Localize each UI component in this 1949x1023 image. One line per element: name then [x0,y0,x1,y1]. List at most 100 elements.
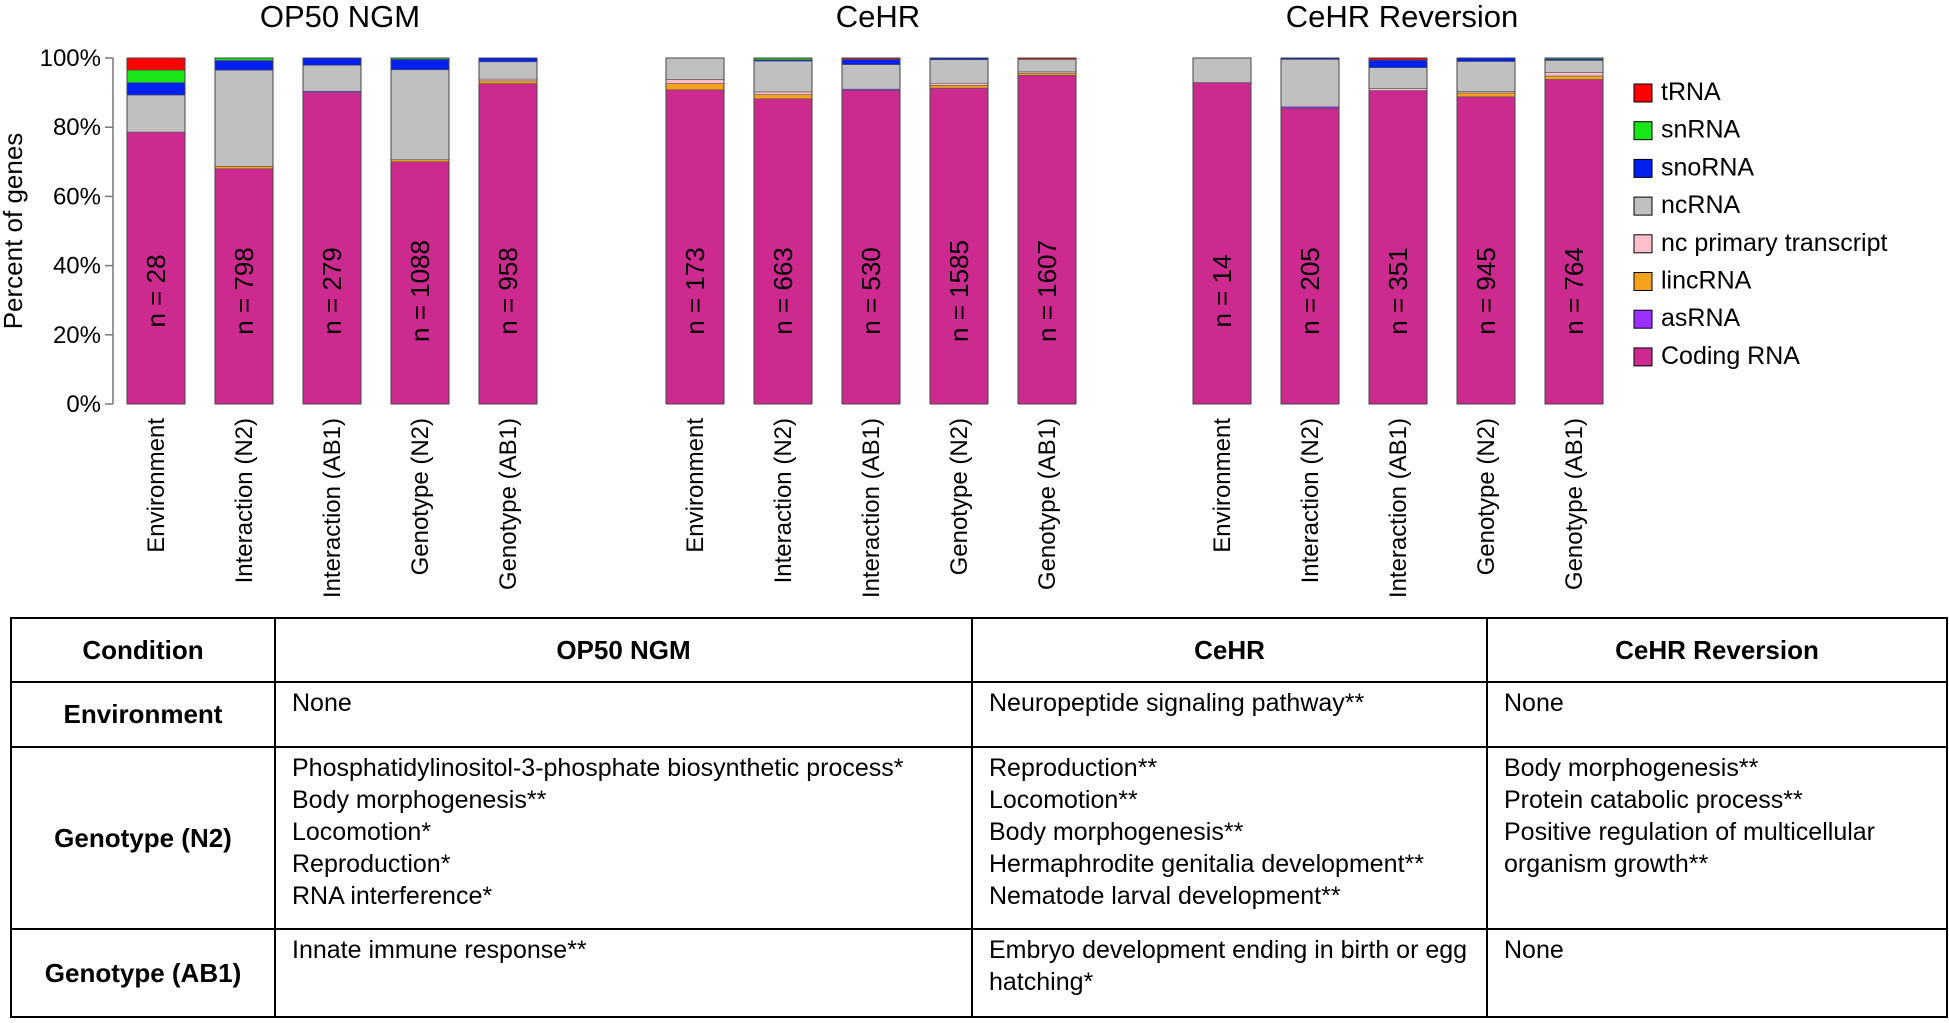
y-tick-label: 80% [53,114,101,141]
bar-interaction-n2: n = 663 Interaction (N2) [753,57,813,583]
legend-swatch [1633,309,1653,329]
x-tick-label: Interaction (N2) [770,418,797,583]
bar-environment: n = 14 Environment [1192,57,1252,553]
y-tick-label: 20% [53,322,101,349]
legend-label: asRNA [1661,304,1741,332]
go-term: Neuropeptide signaling pathway** [989,689,1365,717]
bar-outline [126,57,186,405]
bar-segment-ncrna [302,64,362,92]
bar-outline [929,57,989,405]
table-row: Environment None Neuropeptide signaling pa… [10,680,1948,749]
legend-item-nc-primary-transcript: nc primary transcript [1633,229,1887,257]
legend-swatch [1633,234,1653,254]
row-condition-label: Genotype (AB1) [10,928,276,1018]
enrichment-table: Condition OP50 NGM CeHR CeHR Reversion E… [10,617,1948,1018]
go-term: Body morphogenesis** [292,786,547,815]
header-cehr: CeHR [971,617,1488,683]
bar-environment: n = 28 Environment [126,57,186,553]
bar-segment-coding-rna [1192,82,1252,405]
go-term: Hermaphrodite genitalia development** [989,850,1424,879]
bar-interaction-ab1: n = 351 Interaction (AB1) [1368,57,1428,598]
bar-genotype-n2: n = 1585 Genotype (N2) [929,57,989,575]
bar-outline [1192,57,1252,405]
cell-op50: Phosphatidylinositol-3-phosphate biosynt… [274,746,973,931]
bar-segment-trna [126,57,186,71]
bar-outline [1017,57,1077,405]
bar-segment-nc-primary-transcript [665,79,725,84]
bar-segment-snorna [390,59,450,71]
y-tick-label: 40% [53,253,101,280]
go-term: RNA interference* [292,882,493,911]
bar-segment-lincrna [1456,92,1516,98]
bar-segment-snorna [1368,59,1428,68]
bar-segment-lincrna [753,94,813,100]
n-count-label: n = 173 [680,247,710,334]
panel-title: CeHR Reversion [1286,0,1519,34]
bar-segment-snorna [302,57,362,66]
legend: tRNA snRNA snoRNA ncRNA nc primary transcrip… [1633,78,1887,370]
legend-label: Coding RNA [1661,342,1800,370]
bar-segment-nc-primary-transcript [1368,88,1428,91]
bar-genotype-ab1: n = 958 Genotype (AB1) [478,57,538,590]
go-term: Reproduction** [989,754,1158,783]
x-tick-label: Interaction (AB1) [858,418,885,598]
bar-segment-ncrna [478,61,538,80]
go-term: None [292,689,352,717]
bar-segment-ncrna [1192,57,1252,83]
cell-op50: None [274,680,973,749]
legend-swatch [1633,196,1653,216]
n-count-label: n = 663 [768,247,798,334]
bar-outline [1544,57,1604,405]
bar-segment-coding-rna [478,83,538,405]
bar-segment-ncrna [841,64,901,90]
x-tick-label: Environment [1209,418,1236,553]
row-condition-label: Environment [10,680,276,749]
go-term: Protein catabolic process** [1504,786,1803,815]
bar-segment-coding-rna [214,168,274,405]
legend-item-coding-rna: Coding RNA [1633,342,1800,370]
go-term: None [1504,689,1564,717]
bar-outline [841,57,901,405]
cell-reversion: None [1486,680,1948,749]
n-count-label: n = 958 [493,247,523,334]
bar-outline [1280,57,1340,405]
n-count-label: n = 945 [1471,247,1501,334]
bar-segment-ncrna [665,57,725,80]
bar-interaction-ab1: n = 530 Interaction (AB1) [841,57,901,598]
row-condition-label: Genotype (N2) [10,746,276,931]
n-count-label: n = 530 [856,247,886,334]
cell-reversion: None [1486,928,1948,1018]
n-count-label: n = 798 [229,247,259,334]
bar-segment-lincrna [390,159,450,163]
go-term: Locomotion* [292,818,431,847]
go-term: Embryo development ending in birth or eg… [989,936,1468,997]
bar-outline [1368,57,1428,405]
bar-segment-coding-rna [1544,79,1604,405]
x-tick-label: Environment [682,418,709,553]
cell-op50: Innate immune response** [274,928,973,1018]
bar-segment-snorna [841,59,901,65]
legend-label: nc primary transcript [1661,229,1887,257]
bar-segment-coding-rna [753,98,813,405]
bar-outline [753,57,813,405]
x-tick-label: Genotype (N2) [1473,418,1500,575]
bar-outline [302,57,362,405]
x-tick-label: Genotype (AB1) [1561,418,1588,590]
cell-cehr: Reproduction** Locomotion** Body morphogen… [971,746,1488,931]
cell-reversion: Body morphogenesis** Protein catabolic pr… [1486,746,1948,931]
legend-swatch [1633,272,1653,291]
n-count-label: n = 764 [1559,247,1589,334]
legend-item-asrna: asRNA [1633,304,1741,332]
n-count-label: n = 1585 [944,240,974,342]
go-term: Reproduction* [292,850,451,879]
go-term: Locomotion** [989,786,1138,815]
bar-segment-snrna [126,69,186,83]
go-term: Nematode larval development** [989,882,1341,911]
legend-label: snRNA [1661,116,1741,144]
y-tick-label: 60% [53,183,101,210]
bar-segment-ncrna [1456,61,1516,92]
bar-segment-ncrna [929,59,989,84]
bar-segment-lincrna [665,83,725,91]
bar-segment-lincrna [478,80,538,84]
bar-segment-ncrna [214,69,274,167]
